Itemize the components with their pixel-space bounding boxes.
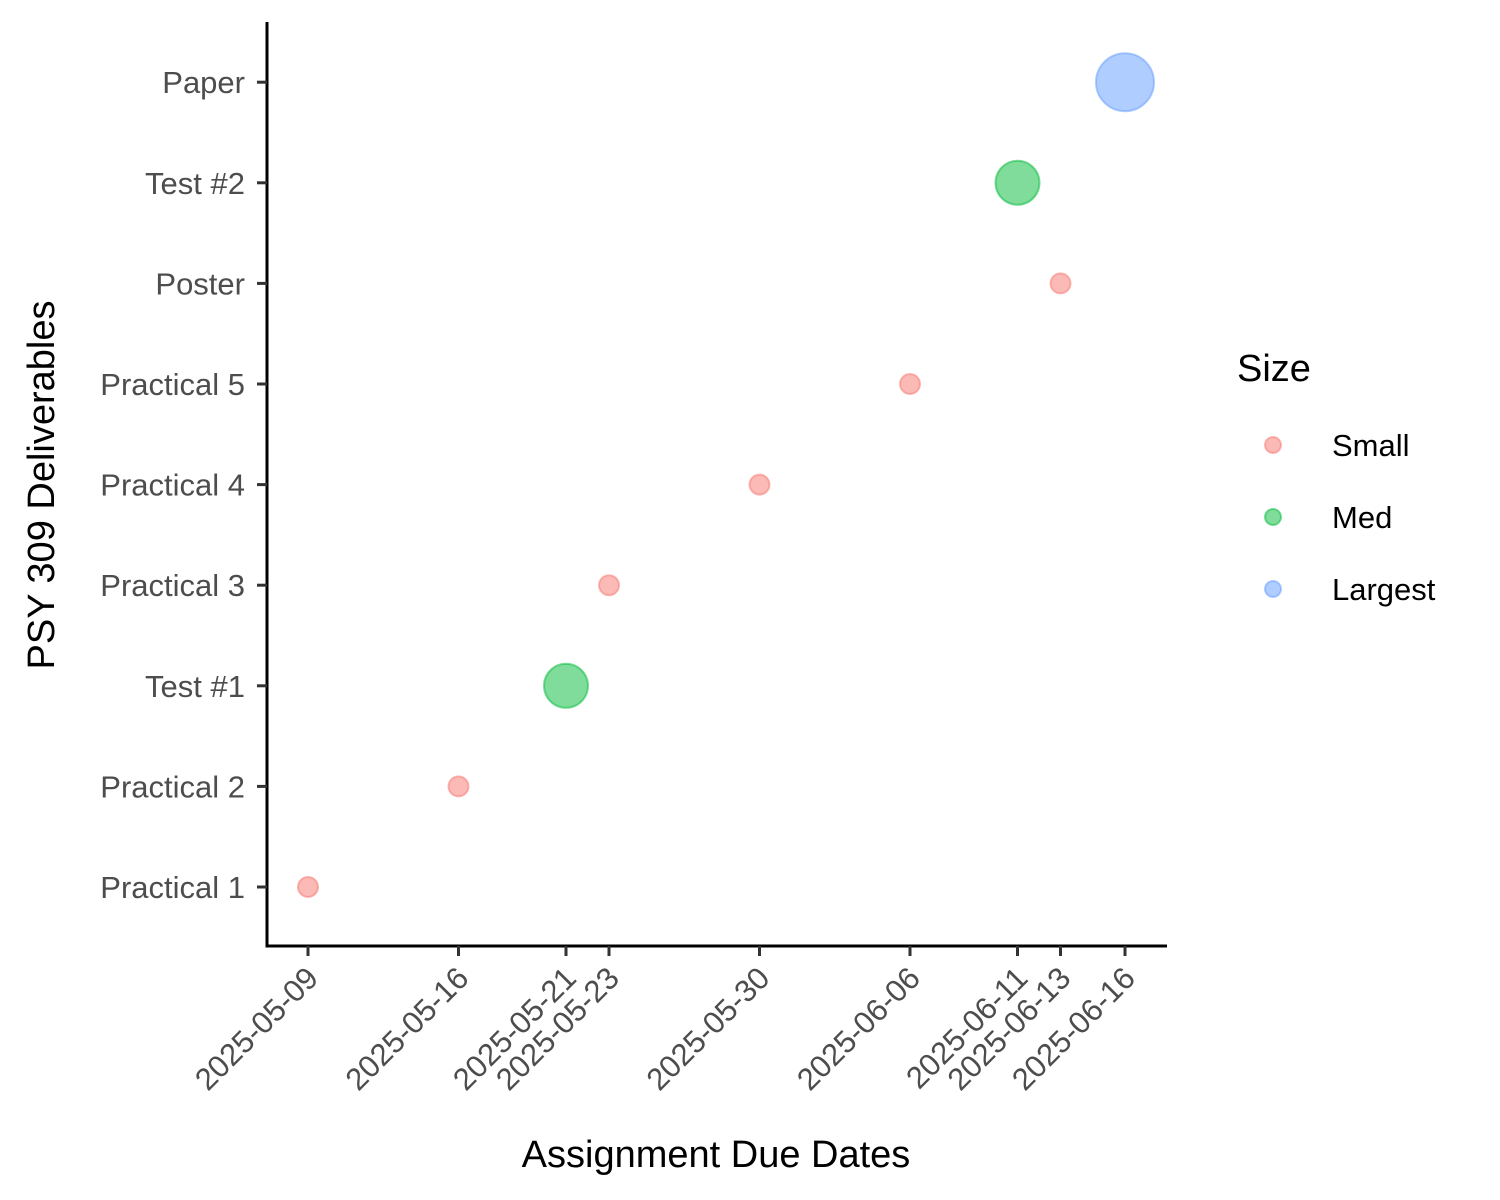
y-tick-label-test-2: Test #2 [145,166,245,201]
x-axis-ticks: 2025-05-09 2025-05-162025-05-212025-05-23… [188,946,1142,1097]
y-tick-label-practical-2: Practical 2 [100,769,245,804]
point-poster [1049,272,1072,295]
legend-key-small [1264,436,1282,454]
y-tick-label-practical-3: Practical 3 [100,568,245,603]
x-tick-label-2025-05-09: 2025-05-09 [188,960,325,1097]
y-axis-ticks: Practical 1 Practical 2 Test #1 Practical 3… [100,65,267,905]
point-test-2 [994,159,1041,206]
legend-title: Size [1237,348,1311,390]
y-tick-label-practical-5: Practical 5 [100,367,245,402]
legend-label-largest: Largest [1332,572,1436,607]
x-tick-label-2025-05-30: 2025-05-30 [640,960,777,1097]
point-practical-5 [899,373,921,395]
point-practical-4 [748,473,771,496]
y-tick-label-practical-4: Practical 4 [100,468,245,503]
points-layer [297,52,1155,898]
axes-layer [265,22,1167,948]
x-axis-title: Assignment Due Dates [522,1134,911,1176]
y-axis-title: PSY 309 Deliverables [21,301,63,670]
legend-label-med: Med [1332,500,1392,535]
y-tick-label-paper: Paper [162,65,245,100]
legend-entries: Small Med Largest [1264,428,1436,607]
legend-key-med [1264,508,1282,526]
y-tick-label-test-1: Test #1 [145,669,245,704]
point-practical-1 [297,876,319,898]
legend-label-small: Small [1332,428,1410,463]
point-practical-2 [447,775,470,798]
legend-key-largest [1264,580,1282,598]
point-paper [1095,52,1155,113]
legend: Size Small Med Largest [1237,348,1436,607]
point-test-1 [543,662,589,709]
y-tick-label-poster: Poster [155,266,245,301]
y-tick-label-practical-1: Practical 1 [100,870,245,905]
point-practical-3 [598,574,620,597]
